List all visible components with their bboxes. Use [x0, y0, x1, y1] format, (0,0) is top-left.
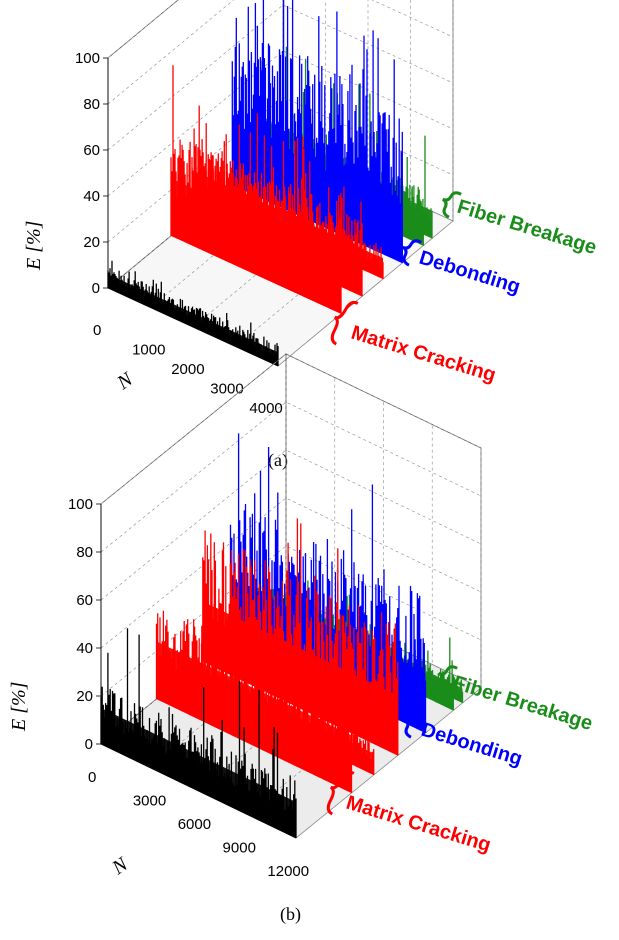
group-label-matrix-cracking: Matrix Cracking [344, 792, 494, 857]
tick-label-n-4000: 4000 [249, 400, 282, 417]
tick-label-e-80: 80 [83, 96, 100, 113]
axis-title-e: E [%] [23, 221, 45, 271]
bars-base-band [101, 708, 296, 838]
chart-panel-b: 0 20 40 60 80 100 0 3000 6000 9000 12000 N E [%] Matr… [8, 353, 596, 925]
brace-matrix-cracking [326, 770, 355, 816]
group-label-fiber-breakage: Fiber Breakage [455, 196, 600, 259]
axis-n [107, 287, 279, 367]
series-row-4-matrix-cracking [202, 518, 399, 756]
series-row-2-matrix-cracking [170, 65, 342, 314]
group-label-fiber-breakage: Fiber Breakage [451, 672, 596, 735]
bars-base-band [232, 127, 403, 264]
tick-label-n-3000: 3000 [210, 381, 243, 398]
tick-label-e-60: 60 [83, 142, 100, 159]
gridline-n-4000 [277, 0, 454, 367]
bars-base-band [171, 178, 341, 314]
group-label-matrix-cracking: Matrix Cracking [349, 322, 499, 387]
gridline-e-40 [100, 497, 482, 649]
tick-label-e-20: 20 [76, 688, 93, 705]
tick-label-e-80: 80 [76, 544, 93, 561]
tick-label-n-3000: 3000 [133, 793, 166, 810]
gridline-n-12000 [295, 448, 482, 839]
gridline-n-1000 [150, 0, 326, 308]
axis-n [100, 743, 297, 839]
tick-label-n-9000: 9000 [223, 840, 256, 857]
tick-label-n-2000: 2000 [171, 361, 204, 378]
tick-label-e-60: 60 [76, 592, 93, 609]
tick-label-e-40: 40 [83, 188, 100, 205]
tick-label-n-6000: 6000 [178, 816, 211, 833]
series-row-2-matrix-cracking [155, 567, 353, 793]
tick-label-n-1000: 1000 [132, 342, 165, 359]
tick-label-e-0: 0 [92, 280, 100, 297]
gridline-e-80 [100, 401, 482, 553]
gridline-n-3000 [235, 0, 411, 347]
bars-base-band [156, 641, 352, 793]
gridline-e-100 [107, 0, 179, 59]
tick-label-e-100: 100 [68, 496, 93, 513]
panel-label-a: (a) [268, 450, 288, 471]
tick-label-e-40: 40 [76, 640, 93, 657]
series-row-1-unclassified [100, 628, 297, 838]
tick-label-e-20: 20 [83, 234, 100, 251]
gridline-n-2000 [192, 0, 369, 328]
brace-debonding [403, 711, 424, 739]
brace-matrix-cracking [330, 300, 359, 346]
axis-title-n: N [107, 852, 133, 879]
axis-title-n: N [112, 367, 138, 394]
bars-base-band [202, 601, 398, 756]
tick-label-n-0: 0 [93, 322, 101, 339]
gridline-e-60 [100, 449, 482, 601]
group-label-debonding: Debonding [417, 247, 523, 299]
brace-fiber-breakage [437, 665, 458, 693]
tick-label-e-100: 100 [75, 50, 100, 67]
gridline-e-100 [100, 353, 482, 505]
group-label-debonding: Debonding [419, 719, 525, 771]
brace-debonding [401, 239, 422, 267]
panel-label-b: (b) [280, 904, 301, 925]
bars-base-band [108, 274, 278, 366]
brace-fiber-breakage [441, 191, 462, 219]
tick-label-e-0: 0 [85, 736, 93, 753]
tick-label-n-12000: 12000 [267, 863, 309, 880]
axis-title-e: E [%] [8, 682, 30, 732]
tick-label-n-0: 0 [88, 769, 96, 786]
